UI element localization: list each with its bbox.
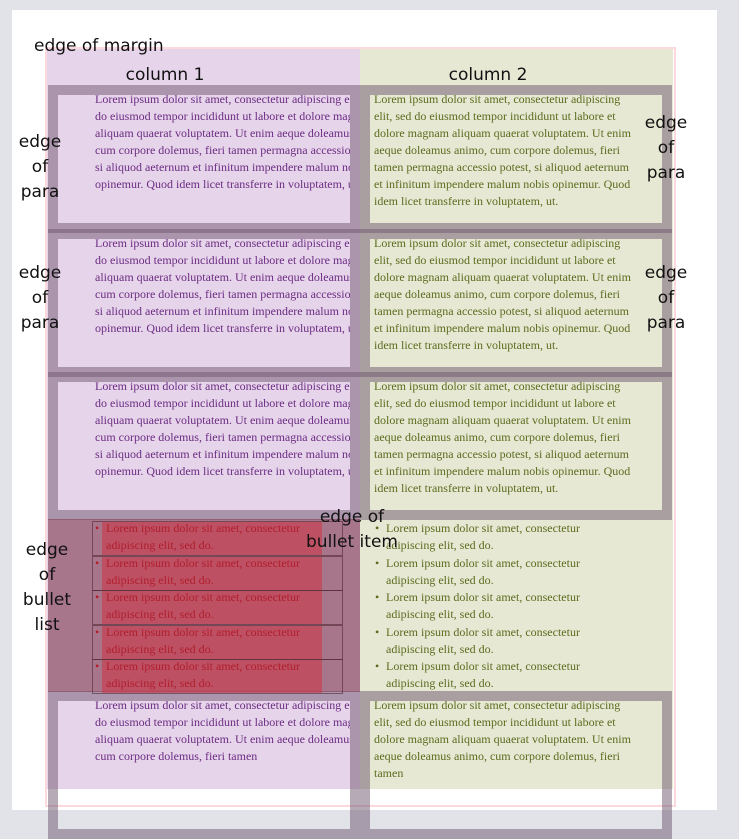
bullet-list-label: of bbox=[38, 565, 56, 585]
margin-label: edge of margin bbox=[34, 36, 164, 56]
para-label: para bbox=[20, 313, 60, 333]
bullet-list-label: edge bbox=[25, 540, 69, 560]
paragraph-box: Lorem ipsum dolor sit amet, consectetur … bbox=[360, 372, 672, 520]
bullet-highlight bbox=[102, 522, 322, 555]
paragraph-box: Lorem ipsum dolor sit amet, consectetur … bbox=[48, 691, 360, 839]
bullet-text: Lorem ipsum dolor sit amet, consectetur … bbox=[106, 555, 300, 587]
paragraph-box: Lorem ipsum dolor sit amet, consectetur … bbox=[48, 85, 360, 233]
bullet-dot: • bbox=[375, 521, 380, 535]
bullet-text: Lorem ipsum dolor sit amet, consectetur … bbox=[106, 624, 300, 656]
bullet-text: Lorem ipsum dolor sit amet, consectetur … bbox=[386, 590, 580, 621]
bullet-highlight bbox=[102, 591, 322, 624]
bullet-dot: • bbox=[375, 624, 380, 639]
bullet-text: Lorem ipsum dolor sit amet, consectetur … bbox=[386, 659, 580, 690]
column-label: column 1 bbox=[125, 65, 205, 85]
para-label: para bbox=[646, 163, 686, 183]
paragraph: Lorem ipsum dolor sit amet, consectetur … bbox=[95, 698, 360, 763]
paragraph-box: Lorem ipsum dolor sit amet, consectetur … bbox=[360, 691, 672, 839]
bullet-dot: • bbox=[375, 555, 380, 570]
bullet-list-label: bullet bbox=[22, 590, 72, 610]
paragraph: Lorem ipsum dolor sit amet, consectetur … bbox=[374, 236, 631, 352]
para-label: of bbox=[657, 138, 675, 158]
bullet-dot: • bbox=[95, 659, 100, 673]
paragraph-box: Lorem ipsum dolor sit amet, consectetur … bbox=[360, 229, 672, 377]
bullet-text: Lorem ipsum dolor sit amet, consectetur … bbox=[386, 555, 580, 587]
para-label: of bbox=[31, 157, 49, 177]
bullet-dot: • bbox=[95, 555, 100, 570]
paragraph: Lorem ipsum dolor sit amet, consectetur … bbox=[95, 92, 360, 191]
bullet-text: Lorem ipsum dolor sit amet, consectetur … bbox=[386, 521, 580, 552]
para-label: of bbox=[657, 288, 675, 308]
bullet-highlight bbox=[102, 625, 322, 659]
para-label: edge bbox=[644, 113, 688, 133]
bullet-list-label: list bbox=[34, 615, 60, 635]
paragraph: Lorem ipsum dolor sit amet, consectetur … bbox=[374, 698, 631, 780]
para-label: edge bbox=[18, 132, 62, 152]
bullet-dot: • bbox=[95, 624, 100, 639]
bullet-highlight bbox=[102, 556, 322, 590]
bullet-text: Lorem ipsum dolor sit amet, consectetur … bbox=[106, 521, 300, 552]
paragraph-box: Lorem ipsum dolor sit amet, consectetur … bbox=[48, 229, 360, 377]
para-label: edge bbox=[18, 263, 62, 283]
para-label: para bbox=[20, 182, 60, 202]
bullet-item-label: edge of bbox=[319, 507, 385, 527]
para-label: edge bbox=[644, 263, 688, 283]
bullet-dot: • bbox=[95, 521, 100, 535]
paragraph: Lorem ipsum dolor sit amet, consectetur … bbox=[95, 379, 360, 478]
bullet-text: Lorem ipsum dolor sit amet, consectetur … bbox=[386, 624, 580, 656]
bullet-dot: • bbox=[95, 590, 100, 604]
paragraph-box: Lorem ipsum dolor sit amet, consectetur … bbox=[360, 85, 672, 233]
paragraph: Lorem ipsum dolor sit amet, consectetur … bbox=[374, 92, 631, 208]
para-label: of bbox=[31, 288, 49, 308]
column-2 bbox=[360, 49, 673, 789]
bullet-item-box bbox=[92, 659, 343, 694]
paragraph-box: Lorem ipsum dolor sit amet, consectetur … bbox=[48, 372, 360, 520]
bullet-item-label: bullet item bbox=[306, 532, 398, 552]
page: {"labels": {"margin": "edge of margin", … bbox=[12, 10, 717, 839]
paragraph: Lorem ipsum dolor sit amet, consectetur … bbox=[374, 379, 631, 495]
para-label: para bbox=[646, 313, 686, 333]
column-label: column 2 bbox=[448, 65, 528, 85]
bullet-highlight bbox=[102, 660, 322, 693]
paragraph: Lorem ipsum dolor sit amet, consectetur … bbox=[95, 236, 360, 335]
bullet-dot: • bbox=[375, 590, 380, 604]
bullet-text: Lorem ipsum dolor sit amet, consectetur … bbox=[106, 590, 300, 621]
bullet-text: Lorem ipsum dolor sit amet, consectetur … bbox=[106, 659, 300, 690]
bullet-dot: • bbox=[375, 659, 380, 673]
